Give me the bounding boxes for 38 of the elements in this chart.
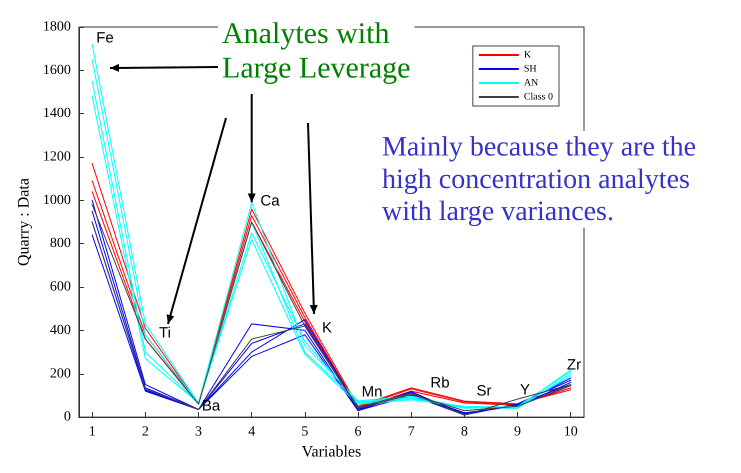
y-tick-label: 1000 bbox=[42, 192, 71, 208]
annotation: Mainly because they are the high concentration analytes with large variances. bbox=[382, 132, 696, 227]
legend-label: SH bbox=[524, 64, 537, 74]
annotation: Analytes with Large Leverage bbox=[222, 16, 410, 84]
annotation: Zr bbox=[566, 356, 582, 374]
y-tick-label: 1800 bbox=[42, 20, 71, 34]
legend-label: Class 0 bbox=[524, 92, 553, 102]
annotation: Ba bbox=[202, 398, 221, 414]
x-tick-label: 6 bbox=[354, 424, 362, 440]
x-tick-label: 10 bbox=[564, 424, 578, 440]
y-tick-label: 1200 bbox=[42, 150, 71, 165]
y-axis-title: Quarry : Data bbox=[16, 178, 32, 266]
annotation: Mn bbox=[362, 384, 382, 400]
y-tick-label: 200 bbox=[50, 366, 71, 382]
annotation: Ca bbox=[260, 192, 280, 210]
y-tick-label: 400 bbox=[50, 322, 71, 338]
annotation: Y bbox=[520, 382, 530, 398]
x-tick-label: 3 bbox=[195, 424, 202, 440]
x-tick-label: 5 bbox=[301, 424, 308, 440]
x-tick-label: 9 bbox=[514, 424, 522, 440]
y-tick-label: 1600 bbox=[42, 62, 71, 78]
x-tick-label: 1 bbox=[88, 424, 96, 440]
x-tick-label: 7 bbox=[408, 424, 415, 440]
y-tick-label: 800 bbox=[50, 236, 71, 252]
annotation: Rb bbox=[430, 374, 450, 392]
legend-label: AN bbox=[524, 78, 538, 88]
annotation: Sr bbox=[476, 382, 492, 400]
x-tick-label: 4 bbox=[248, 424, 256, 440]
annotation: K bbox=[322, 320, 332, 336]
y-tick-label: 0 bbox=[64, 410, 71, 425]
annotation: Ti bbox=[159, 324, 171, 342]
x-tick-label: 2 bbox=[142, 424, 149, 440]
y-tick-label: 600 bbox=[50, 280, 71, 295]
y-tick-label: 1400 bbox=[42, 106, 71, 122]
annotation: Fe bbox=[96, 30, 114, 46]
x-axis-title: Variables bbox=[302, 444, 362, 460]
legend-label: K bbox=[524, 50, 532, 60]
x-tick-label: 8 bbox=[460, 424, 468, 440]
